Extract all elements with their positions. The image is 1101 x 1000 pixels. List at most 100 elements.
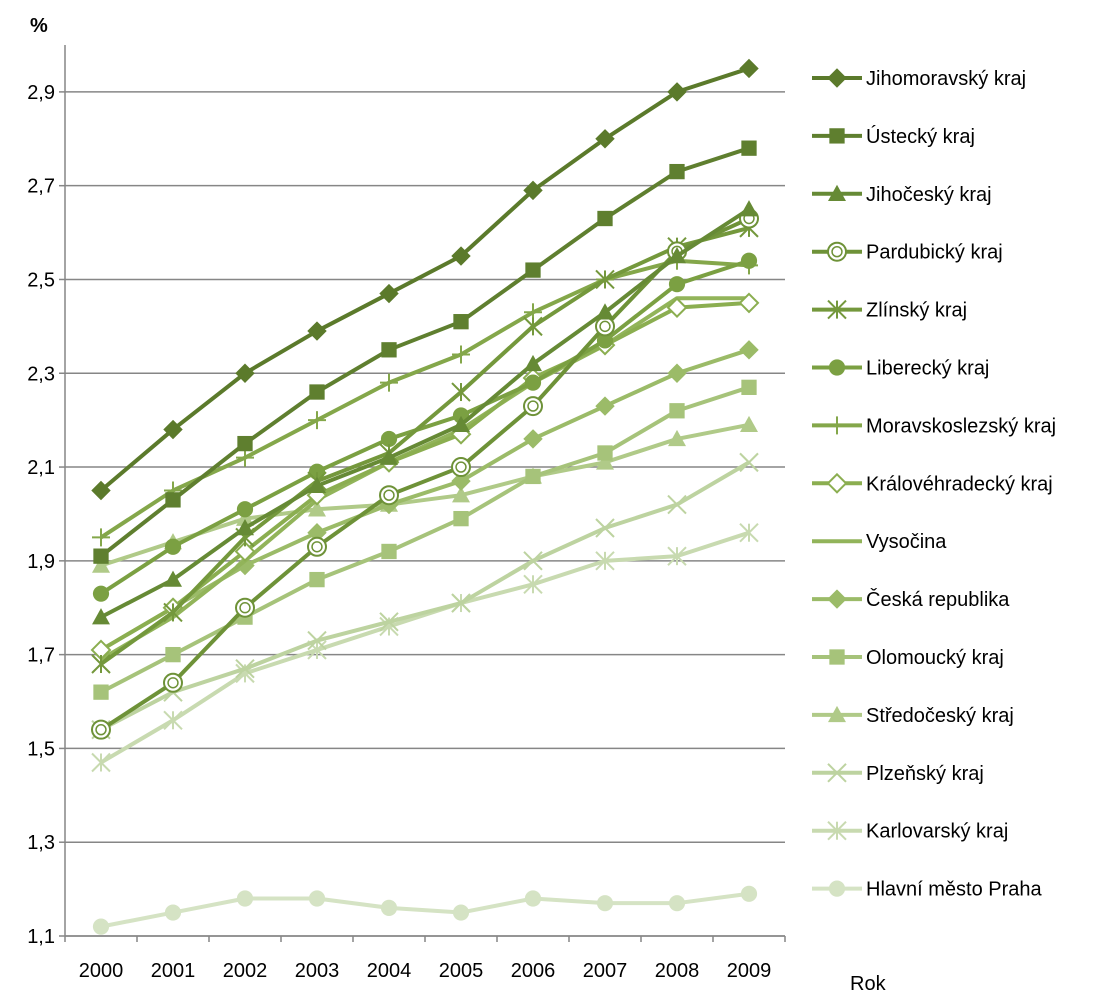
grid-lines [65,91,785,937]
y-tick-label: 1,5 [27,738,55,760]
legend-label: Plzeňský kraj [866,763,984,785]
legend-item: Královéhradecký kraj [812,472,1053,495]
series-line [99,216,750,732]
data-point-x [667,494,687,515]
data-point-circle [596,332,614,349]
legend-label: Česká republika [866,588,1010,611]
legend-label: Zlínský kraj [866,300,967,322]
data-point-star [451,382,471,402]
data-point-circle-open [827,241,847,262]
x-tick-label: 2005 [439,960,484,982]
data-point-star [595,269,615,290]
series-line [100,891,750,929]
legend-item: Středočeský kraj [812,705,1014,727]
legend-item: Zlínský kraj [812,300,967,322]
legend-label: Liberecký kraj [866,358,989,380]
series-line [100,385,750,694]
legend-label: Královéhradecký kraj [866,473,1053,495]
data-point-square [165,492,181,508]
data-point-star [163,602,183,623]
data-point-triangle [828,705,846,723]
series-lines [90,58,760,935]
data-point-circle [92,585,110,602]
data-point-plus [828,416,846,435]
data-point-star [827,820,847,841]
data-point-circle [236,890,254,907]
series-line [99,258,750,596]
marker-stroke [235,658,255,679]
data-point-circle [668,276,686,293]
data-point-circle [740,885,758,902]
data-point-square [381,543,397,560]
marker-stroke [523,551,543,571]
data-point-circle [596,895,614,912]
data-point-circle-open [91,719,111,740]
marker-stroke [667,494,687,515]
series-2 [92,200,758,625]
series-line [100,422,750,568]
data-point-diamond-open [666,297,688,319]
marker-ring [307,536,327,557]
data-point-diamond [827,589,847,609]
data-point-square [165,646,181,663]
data-point-circle [92,918,110,935]
data-point-diamond [523,180,543,201]
data-point-circle [164,904,182,921]
legend-label: Ústecký kraj [866,125,975,148]
data-point-circle [740,252,758,269]
marker-ring [383,489,395,501]
marker-ring [831,246,843,258]
data-point-square [829,649,845,665]
marker-ring [91,719,111,740]
legend-item: Pardubický kraj [812,241,1003,264]
marker-stroke [739,452,759,473]
data-point-x [827,763,847,783]
legend-label: Pardubický kraj [866,242,1003,264]
data-point-circle-open [451,457,471,478]
data-point-square [309,571,325,588]
data-point-square [309,384,325,400]
data-point-triangle [828,184,846,201]
x-tick-label: 2008 [655,960,700,982]
data-point-circle [164,538,182,555]
data-point-diamond [595,396,615,416]
x-tick-label: 2009 [727,960,772,982]
x-axis-title: Rok [850,973,887,995]
y-tick-label: 2,1 [27,457,55,479]
data-point-star [91,654,111,674]
legend-item: Jihomoravský kraj [812,68,1026,90]
data-point-triangle [308,500,326,517]
legend-item: Česká republika [812,588,1010,611]
series-line [99,66,750,493]
marker-ring [163,672,183,693]
data-point-circle-open [523,396,543,417]
marker-ring [595,316,615,337]
data-point-square [669,403,685,419]
marker-ring [239,602,251,614]
legend: Jihomoravský kraj Ústecký kraj Jihočeský k… [812,68,1056,901]
series-14 [92,885,758,935]
data-point-plus [452,345,470,364]
data-point-circle [236,501,254,518]
legend-item: Hlavní město Praha [812,879,1043,901]
data-point-circle [668,895,686,912]
marker-ring [311,541,323,553]
legend-item: Plzeňský kraj [812,763,984,785]
y-tick-label: 2,7 [27,176,55,198]
data-point-x [523,551,543,571]
data-point-circle-open [595,316,615,337]
data-point-diamond [827,68,847,88]
data-point-star [523,574,543,594]
legend-label: Moravskoslezský kraj [866,415,1056,437]
data-point-triangle [452,415,470,433]
data-point-triangle [740,200,758,217]
y-tick-label: 1,7 [27,645,55,667]
data-point-circle [524,374,542,391]
data-point-triangle [668,247,686,264]
data-point-circle-open [307,536,327,557]
marker-ring [379,485,399,506]
marker-stroke [451,593,471,613]
data-point-diamond [667,82,687,102]
y-tick-label: 2,3 [27,363,55,385]
